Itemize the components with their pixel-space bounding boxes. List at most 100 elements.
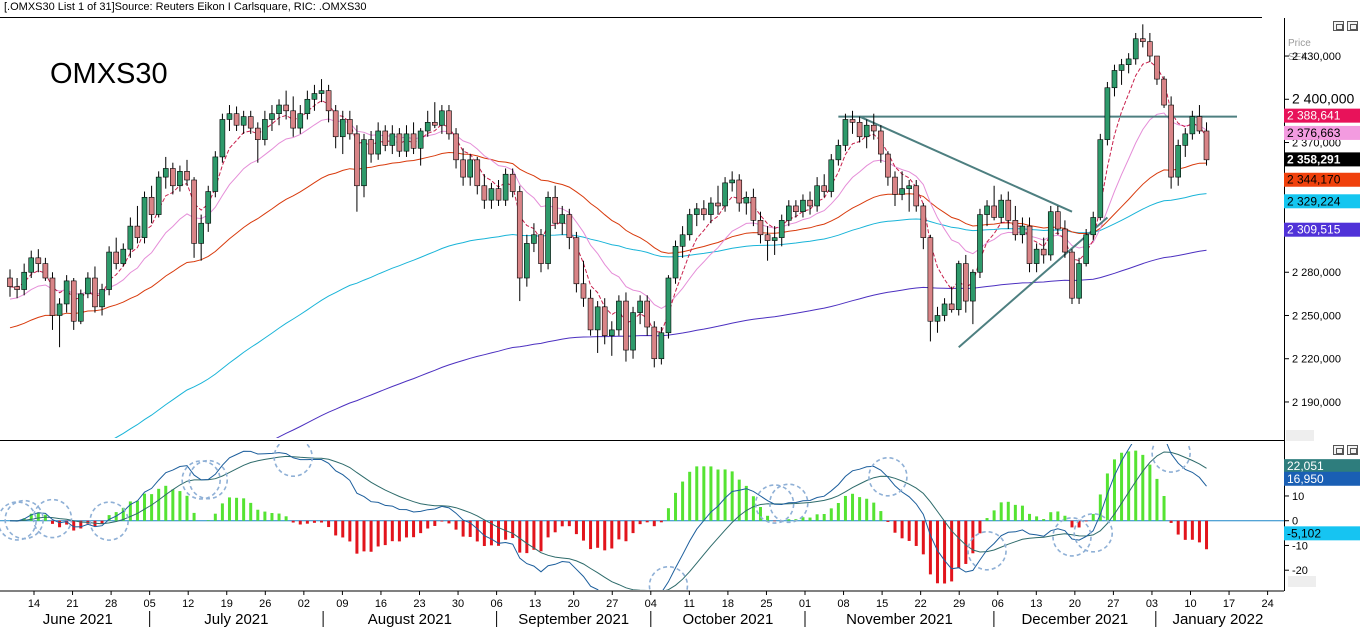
x-tick-label: 21 bbox=[66, 598, 78, 610]
candle bbox=[1182, 128, 1189, 157]
candle bbox=[106, 246, 112, 296]
candle bbox=[177, 165, 183, 192]
price-axis-unit-2: SEK bbox=[1288, 52, 1308, 63]
candle bbox=[134, 205, 141, 244]
candle bbox=[63, 275, 70, 313]
x-tick-label: 27 bbox=[606, 598, 618, 610]
candle bbox=[332, 105, 339, 149]
x-tick-label: 04 bbox=[645, 598, 657, 610]
candle bbox=[870, 113, 877, 140]
x-tick-label: 19 bbox=[221, 598, 233, 610]
macd-tick-label: -20 bbox=[1292, 565, 1308, 577]
candle bbox=[431, 102, 438, 129]
macd-signal-line bbox=[9, 451, 1207, 590]
candle bbox=[1019, 217, 1026, 244]
candle bbox=[311, 84, 318, 111]
x-month-label: December 2021 bbox=[1021, 611, 1128, 627]
candle bbox=[899, 171, 905, 201]
candle bbox=[304, 90, 311, 120]
candle bbox=[524, 234, 530, 287]
candle bbox=[998, 194, 1005, 224]
candle bbox=[892, 171, 898, 206]
chart-header: [.OMXS30 List 1 of 31]Source: Reuters Ei… bbox=[4, 1, 367, 13]
candle bbox=[686, 208, 693, 241]
x-tick-label: 18 bbox=[722, 598, 734, 610]
candle bbox=[715, 185, 721, 215]
x-tick-label: 11 bbox=[684, 598, 695, 610]
price-tick-label: 2 250,000 bbox=[1292, 310, 1341, 322]
maximize-icon-lower[interactable] bbox=[1333, 445, 1344, 455]
macd-tick-label: 0 bbox=[1292, 516, 1298, 528]
maximize-icon[interactable] bbox=[1333, 21, 1344, 31]
price-tag bbox=[1284, 194, 1360, 209]
candle bbox=[375, 122, 381, 160]
price-tick-label: 2 430,000 bbox=[1292, 51, 1341, 63]
x-tick-label: 13 bbox=[529, 598, 541, 610]
candle bbox=[729, 171, 735, 192]
price-tick-label: 2 190,000 bbox=[1292, 397, 1341, 409]
candle bbox=[113, 237, 119, 270]
x-tick-label: 14 bbox=[28, 598, 40, 610]
candle bbox=[325, 84, 332, 123]
candle bbox=[240, 110, 247, 134]
candle bbox=[1083, 229, 1089, 267]
candle bbox=[247, 110, 254, 134]
candle bbox=[601, 298, 608, 345]
candle bbox=[1203, 122, 1210, 166]
candle bbox=[382, 125, 389, 152]
price-tag-label: 2 358,291 bbox=[1287, 152, 1341, 166]
crossover-circle bbox=[768, 483, 809, 524]
macd-value-label: 22,051 bbox=[1287, 459, 1324, 473]
restore-icon[interactable] bbox=[1347, 21, 1358, 31]
x-tick-label: 06 bbox=[992, 598, 1004, 610]
candle bbox=[212, 151, 219, 198]
candle bbox=[863, 119, 870, 149]
candle bbox=[842, 113, 849, 152]
candle bbox=[318, 79, 325, 103]
crossover-circle bbox=[181, 460, 221, 500]
candle bbox=[1012, 205, 1019, 241]
x-tick-label: 10 bbox=[1184, 598, 1196, 610]
candle bbox=[92, 266, 98, 313]
candle bbox=[283, 90, 289, 120]
chart-title: OMXS30 bbox=[50, 58, 168, 90]
crossover-circle bbox=[32, 498, 73, 539]
candle bbox=[906, 179, 912, 212]
candle bbox=[1090, 211, 1097, 241]
x-tick-label: 28 bbox=[105, 598, 117, 610]
crossover-circle bbox=[868, 456, 908, 497]
crossover-circle bbox=[4, 499, 44, 540]
candle bbox=[708, 197, 714, 224]
candle bbox=[99, 283, 105, 316]
candle bbox=[785, 200, 792, 227]
ma-short-line bbox=[9, 60, 1207, 333]
candle bbox=[970, 269, 976, 325]
price-tag-label: 2 388,641 bbox=[1287, 109, 1341, 123]
restore-icon-lower[interactable] bbox=[1347, 445, 1358, 455]
candle bbox=[594, 301, 601, 353]
x-tick-label: 16 bbox=[375, 598, 387, 610]
candle bbox=[856, 116, 863, 143]
candle bbox=[184, 159, 190, 186]
candle bbox=[460, 148, 466, 186]
macd-value-tag bbox=[1284, 459, 1360, 474]
candle bbox=[750, 188, 757, 227]
candle bbox=[162, 156, 169, 189]
candle bbox=[410, 122, 417, 155]
ma-mid-line bbox=[9, 112, 1207, 309]
candle bbox=[849, 110, 856, 134]
candle bbox=[1161, 76, 1167, 108]
x-tick-label: 13 bbox=[1030, 598, 1042, 610]
x-tick-label: 12 bbox=[182, 598, 194, 610]
candle bbox=[262, 110, 268, 146]
crossover-circle bbox=[967, 530, 1007, 571]
x-tick-label: 01 bbox=[799, 598, 811, 610]
candle bbox=[948, 286, 955, 313]
x-month-label: June 2021 bbox=[43, 611, 113, 627]
candle bbox=[566, 208, 573, 250]
x-tick-label: 05 bbox=[144, 598, 156, 610]
x-tick-label: 03 bbox=[1146, 598, 1158, 610]
candle bbox=[14, 278, 20, 299]
candle bbox=[807, 191, 813, 215]
